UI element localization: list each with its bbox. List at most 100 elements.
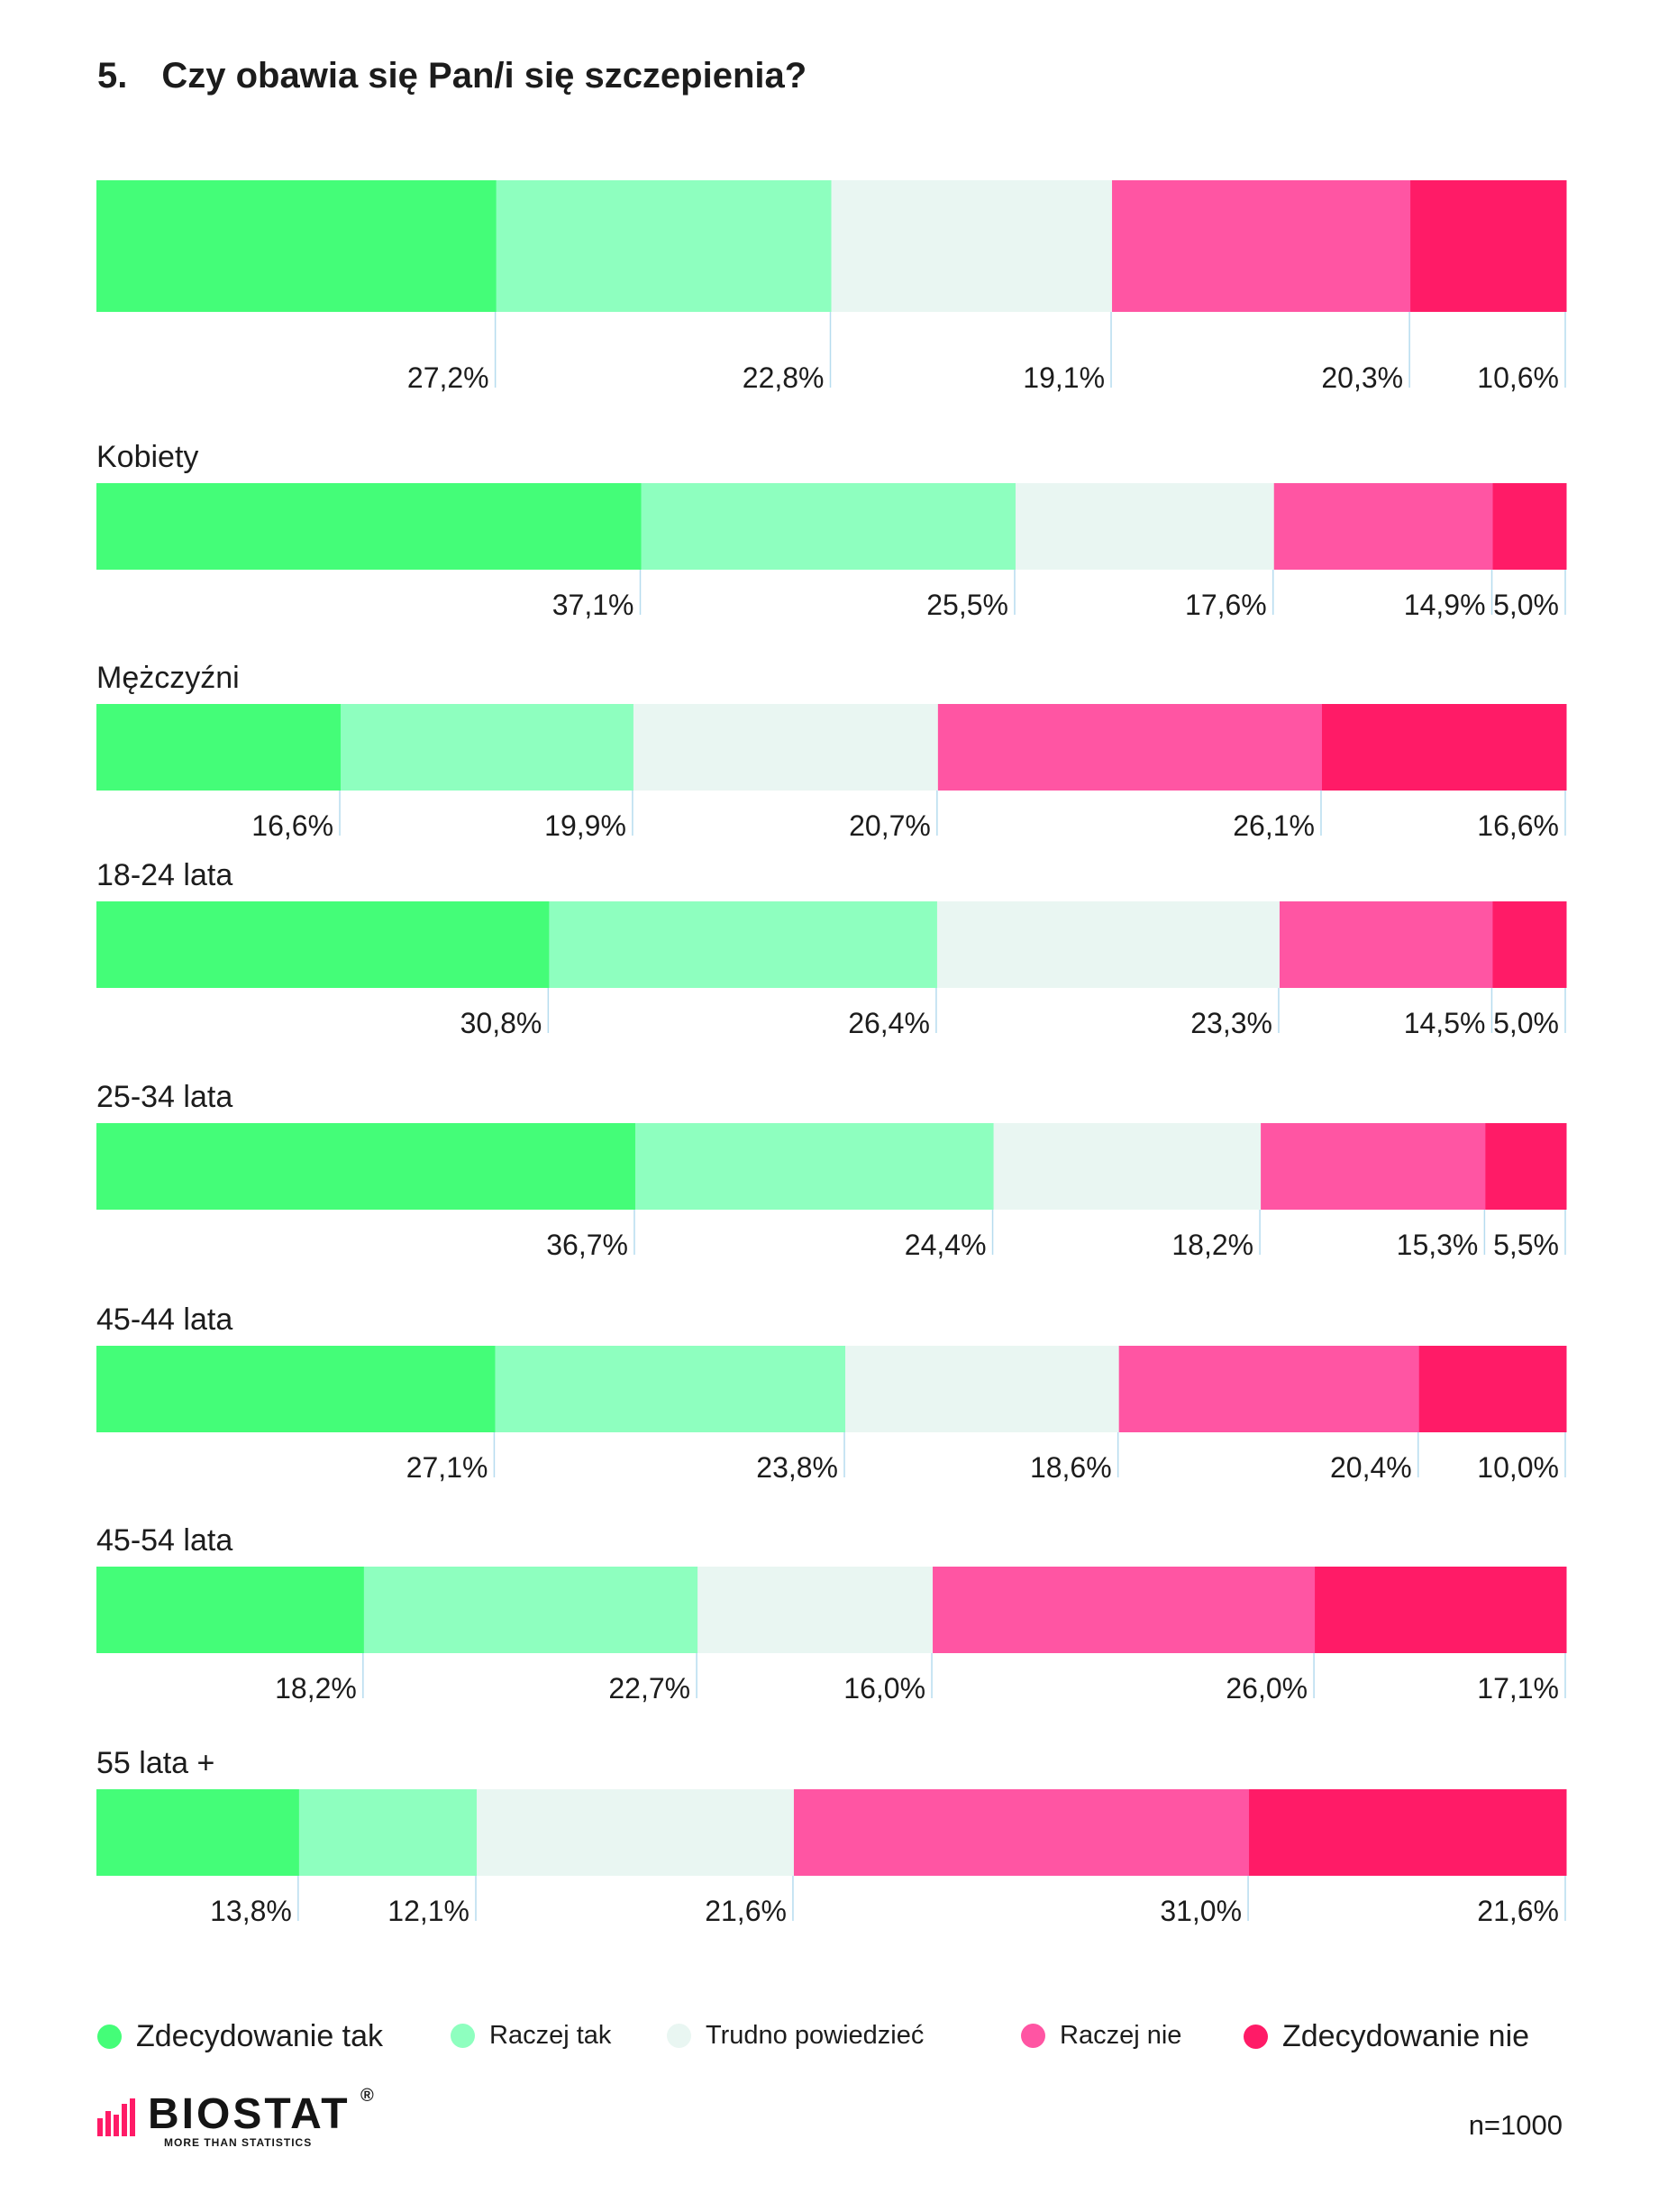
legend-dot-icon	[1021, 2024, 1045, 2048]
bar-segment	[96, 483, 642, 570]
bar-row: 45-54 lata 18,2% 22,7% 16,0% 26,0% 17,1%	[96, 1523, 1567, 1705]
registered-mark: ®	[360, 2086, 374, 2106]
logo-tagline: MORE THAN STATISTICS	[164, 2136, 313, 2149]
bar-row: Kobiety 37,1% 25,5% 17,6% 14,9% 5,0%	[96, 440, 1567, 621]
data-label: 37,1%	[552, 589, 634, 621]
bar-row: 27,2% 22,8% 19,1% 20,3% 10,6%	[96, 180, 1567, 394]
bar-segment	[1315, 1567, 1567, 1653]
bar-segment	[793, 1789, 1250, 1876]
category-label: 18-24 lata	[96, 858, 232, 892]
data-label: 22,7%	[608, 1672, 690, 1705]
bar-segment	[1015, 483, 1275, 570]
data-label: 36,7%	[546, 1229, 628, 1261]
legend-item-raczej-tak: Raczej tak	[451, 2021, 611, 2051]
logo-name: BIOSTAT	[148, 2090, 351, 2138]
bar-segment	[933, 1567, 1316, 1653]
data-label: 23,8%	[756, 1451, 838, 1484]
legend-label: Raczej tak	[489, 2021, 612, 2050]
bar-segment	[549, 901, 938, 988]
bar-segment	[1492, 483, 1567, 570]
legend: Zdecydowanie tak Raczej tak Trudno powie…	[0, 2015, 1668, 2061]
bar-segment	[845, 1346, 1120, 1432]
bar-segment	[96, 1123, 636, 1210]
bar-segment	[496, 180, 832, 312]
legend-label: Trudno powiedzieć	[706, 2021, 925, 2050]
legend-dot-icon	[451, 2024, 475, 2048]
data-label: 14,9%	[1404, 589, 1486, 621]
data-label: 26,4%	[848, 1007, 930, 1039]
biostat-logo: BIOSTAT MORE THAN STATISTICS ®	[97, 2086, 374, 2149]
bar-row: Mężczyźni 16,6% 19,9% 20,7% 26,1% 16,6%	[96, 661, 1567, 842]
bar-segment	[993, 1123, 1262, 1210]
bar-segment	[96, 1789, 300, 1876]
bar-row: 55 lata + 13,8% 12,1% 21,6% 31,0% 21,6%	[96, 1746, 1567, 1927]
logo-bars-icon	[97, 2098, 135, 2136]
data-label: 26,0%	[1226, 1672, 1308, 1705]
bar-segment	[1112, 180, 1411, 312]
data-label: 16,6%	[1477, 809, 1559, 842]
category-label: Kobiety	[96, 440, 198, 474]
bar-segment	[1279, 901, 1493, 988]
bar-row: 18-24 lata 30,8% 26,4% 23,3% 14,5% 5,0%	[96, 858, 1567, 1039]
category-label: 45-44 lata	[96, 1303, 232, 1337]
legend-dot-icon	[1244, 2025, 1268, 2049]
bar-segment	[831, 180, 1113, 312]
bar-segment	[634, 1123, 995, 1210]
bar-segment	[633, 704, 939, 791]
bar-segment	[96, 901, 550, 988]
bar-segment	[1485, 1123, 1567, 1210]
data-label: 5,5%	[1493, 1229, 1559, 1261]
bar-segment	[1118, 1346, 1420, 1432]
bar-segment	[641, 483, 1016, 570]
bar-segment	[937, 704, 1323, 791]
data-label: 24,4%	[905, 1229, 987, 1261]
data-label: 21,6%	[1477, 1895, 1559, 1927]
bar-segment	[936, 901, 1281, 988]
stacked-bar-chart: 27,2% 22,8% 19,1% 20,3% 10,6% Kobiety 37,1% 25,…	[96, 180, 1567, 1927]
category-label: Mężczyźni	[96, 661, 240, 695]
legend-label: Zdecydowanie tak	[136, 2019, 384, 2053]
bar-segment	[1418, 1346, 1567, 1432]
question-number: 5.	[97, 56, 128, 96]
data-label: 25,5%	[926, 589, 1008, 621]
data-label: 23,3%	[1190, 1007, 1272, 1039]
bar-segment	[96, 1567, 365, 1653]
category-label: 45-54 lata	[96, 1523, 232, 1558]
bar-segment	[1410, 180, 1567, 312]
data-label: 27,1%	[406, 1451, 488, 1484]
bar-segment	[96, 180, 497, 312]
bar-segment	[697, 1567, 934, 1653]
data-label: 10,0%	[1477, 1451, 1559, 1484]
data-label: 31,0%	[1160, 1895, 1242, 1927]
data-label: 10,6%	[1477, 361, 1559, 394]
bar-segment	[96, 704, 342, 791]
bar-segment	[495, 1346, 846, 1432]
bar-segment	[1249, 1789, 1567, 1876]
data-label: 5,0%	[1493, 589, 1559, 621]
data-label: 20,4%	[1330, 1451, 1412, 1484]
data-label: 18,6%	[1030, 1451, 1112, 1484]
legend-dot-icon	[97, 2025, 122, 2049]
bar-row: 45-44 lata 27,1% 23,8% 18,6% 20,4% 10,0%	[96, 1303, 1567, 1484]
data-label: 27,2%	[407, 361, 489, 394]
bar-segment	[1321, 704, 1567, 791]
data-label: 16,0%	[843, 1672, 925, 1705]
bar-segment	[96, 1346, 496, 1432]
data-label: 20,7%	[849, 809, 931, 842]
data-label: 13,8%	[210, 1895, 292, 1927]
data-label: 18,2%	[1171, 1229, 1253, 1261]
data-label: 30,8%	[460, 1007, 542, 1039]
data-label: 16,6%	[251, 809, 333, 842]
chart-title: 5. Czy obawia się Pan/i się szczepienia?	[97, 56, 807, 96]
data-label: 18,2%	[275, 1672, 357, 1705]
data-label: 14,5%	[1404, 1007, 1486, 1039]
legend-item-zdecydowanie-tak: Zdecydowanie tak	[97, 2019, 383, 2054]
legend-item-raczej-nie: Raczej nie	[1021, 2021, 1181, 2051]
category-label: 25-34 lata	[96, 1080, 232, 1114]
bar-segment	[298, 1789, 478, 1876]
data-label: 12,1%	[387, 1895, 469, 1927]
category-label: 55 lata +	[96, 1746, 214, 1780]
data-label: 19,1%	[1023, 361, 1105, 394]
data-label: 19,9%	[544, 809, 626, 842]
question-text: Czy obawia się Pan/i się szczepienia?	[161, 56, 807, 96]
